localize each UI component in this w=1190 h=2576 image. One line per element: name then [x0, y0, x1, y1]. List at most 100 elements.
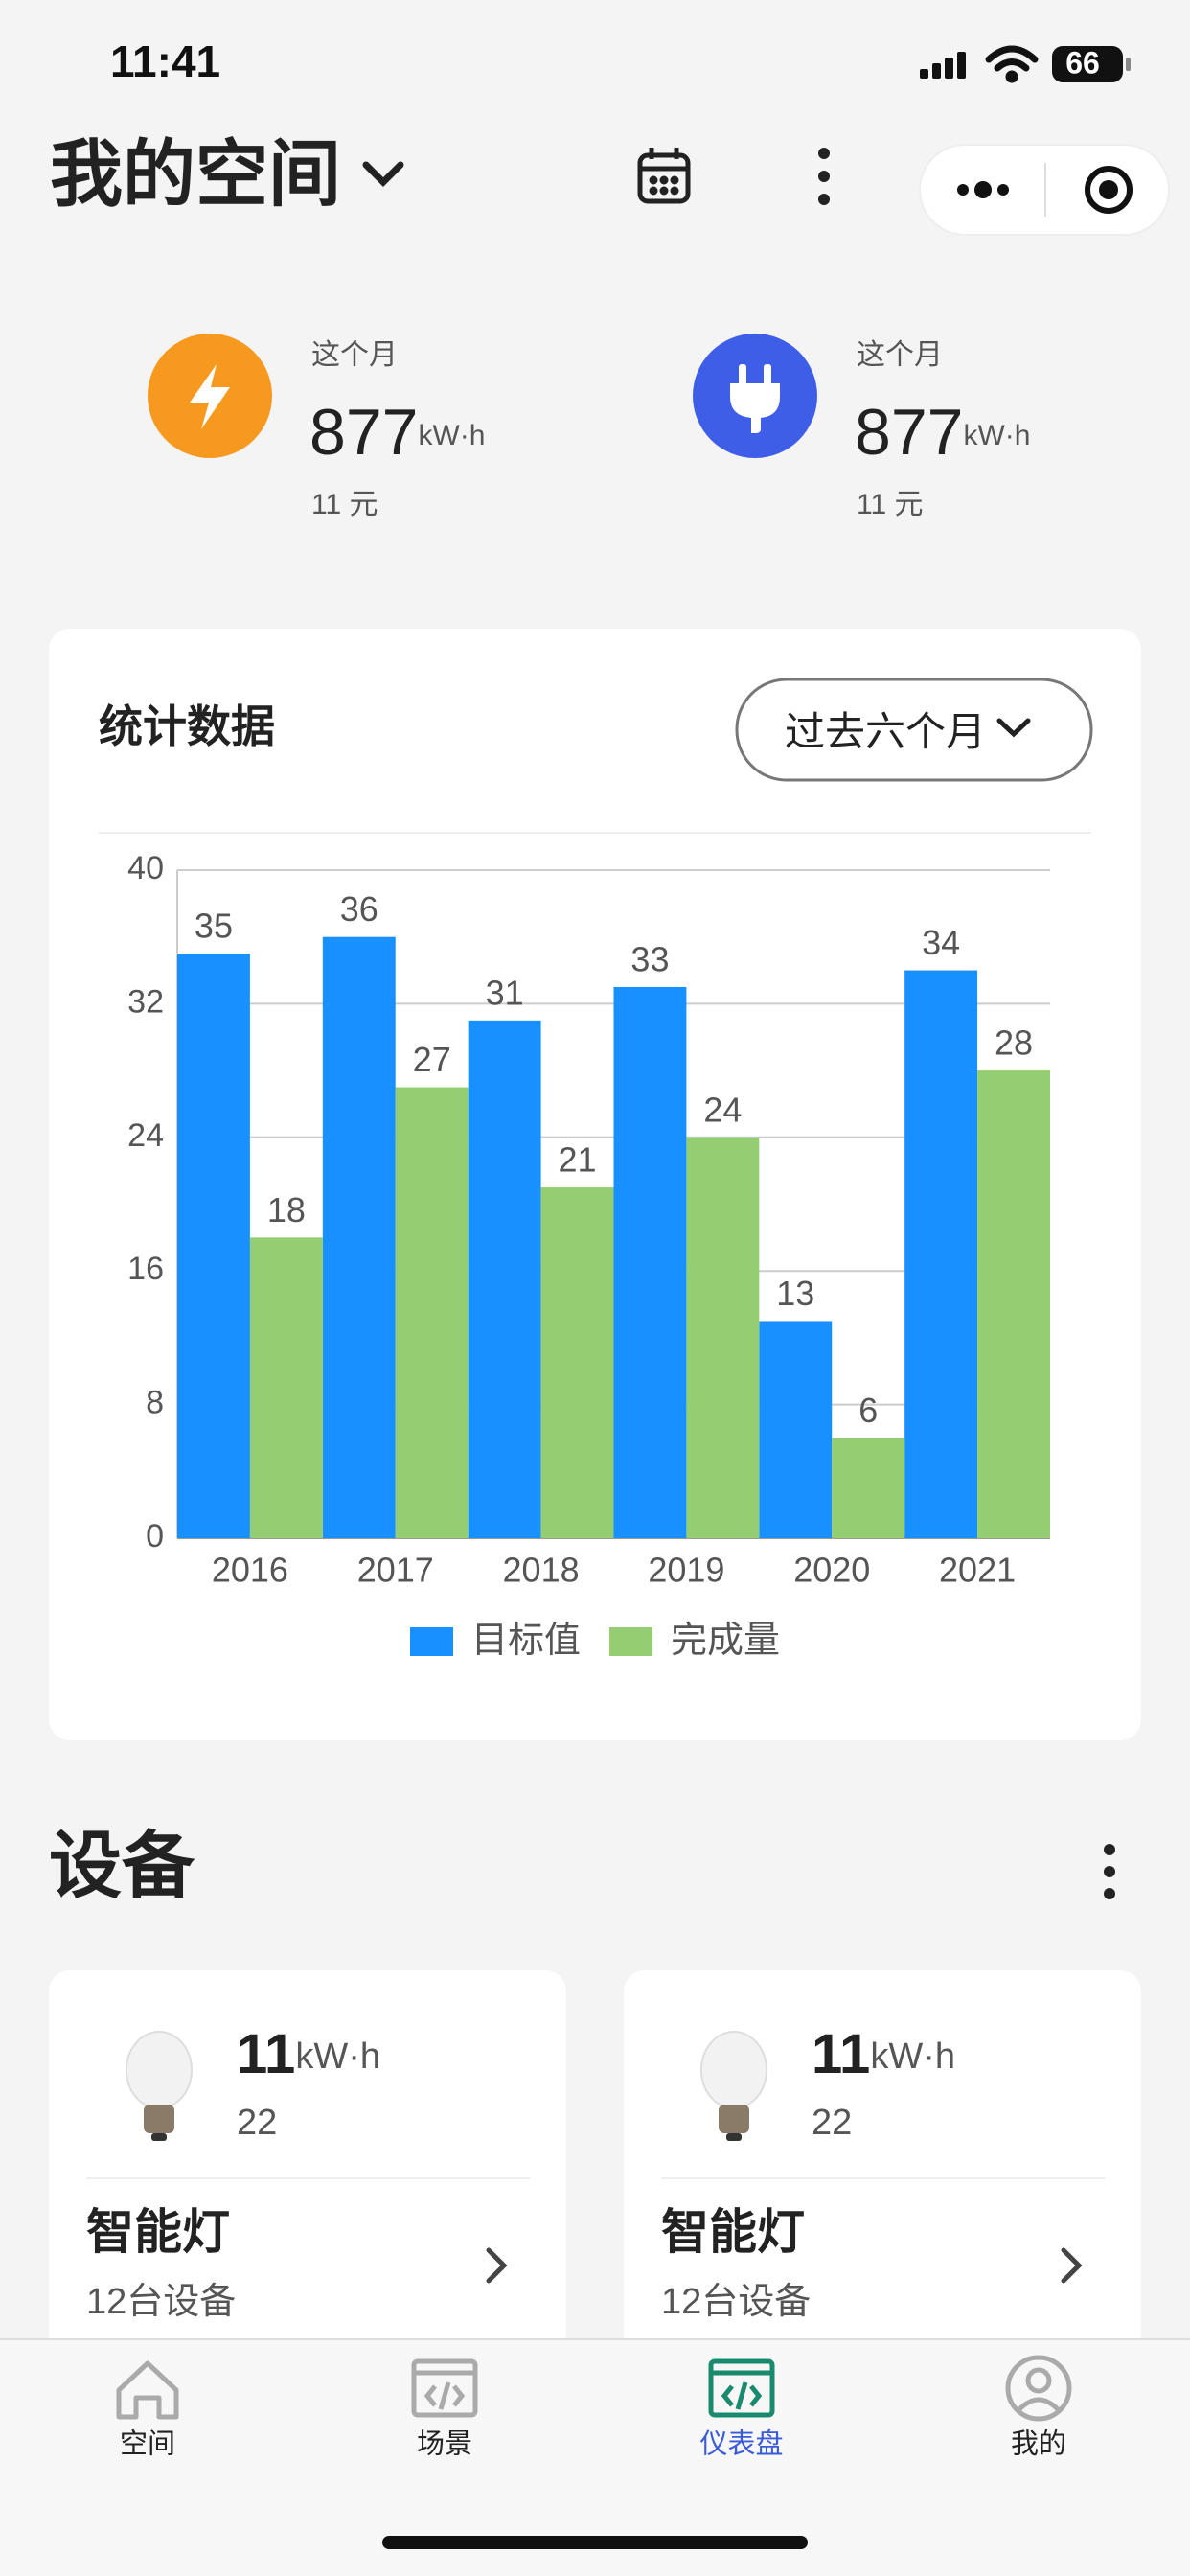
- bar: [613, 986, 687, 1538]
- bar: [249, 1237, 323, 1538]
- summary-number: 877: [855, 396, 963, 469]
- home-indicator: [382, 2536, 808, 2549]
- period-dropdown[interactable]: [735, 678, 1093, 782]
- wifi-icon: [985, 45, 1039, 83]
- x-tick-label: 2016: [212, 1551, 288, 1590]
- legend-swatch: [609, 1627, 652, 1656]
- bar: [540, 1187, 614, 1538]
- data-label: 21: [559, 1140, 597, 1180]
- device-name: 智能灯: [86, 2205, 230, 2259]
- summary-unit: kW·h: [418, 420, 485, 451]
- period-chevron[interactable]: [996, 718, 1031, 738]
- device-sub: 22: [237, 2103, 277, 2143]
- y-tick-label: 16: [127, 1251, 164, 1287]
- x-tick-label: 2019: [648, 1551, 724, 1590]
- calendar-icon[interactable]: [637, 148, 691, 204]
- battery-tip: [1126, 58, 1131, 71]
- summary-value: 877kW·h: [855, 396, 1030, 469]
- status-time: 11:41: [110, 36, 220, 86]
- bar: [468, 1020, 541, 1538]
- summary-number: 877: [309, 396, 418, 469]
- x-tick-label: 2020: [793, 1551, 870, 1590]
- bulb-icon: [126, 2031, 193, 2141]
- capsule-menu[interactable]: [957, 181, 1009, 198]
- bar: [977, 1070, 1050, 1538]
- device-unit: kW·h: [295, 2036, 380, 2077]
- data-label: 35: [195, 907, 233, 946]
- data-label: 34: [922, 923, 960, 962]
- bar: [177, 954, 250, 1538]
- devices-title: 设备: [49, 1826, 195, 1907]
- data-label: 6: [858, 1391, 878, 1430]
- summary-cost: 11 元: [857, 489, 923, 520]
- y-tick-label: 0: [146, 1518, 164, 1554]
- bulb-icon: [700, 2031, 767, 2141]
- tab-label-active[interactable]: 仪表盘: [699, 2428, 783, 2460]
- legend-swatch: [410, 1627, 453, 1656]
- device-energy: 11kW·h: [812, 2023, 955, 2085]
- y-tick-label: 24: [127, 1117, 164, 1154]
- bar: [759, 1321, 833, 1538]
- device-name: 智能灯: [661, 2205, 805, 2259]
- more-icon[interactable]: [818, 148, 830, 205]
- summary-unit: kW·h: [963, 420, 1030, 451]
- tab-icon-mine[interactable]: [1005, 2355, 1072, 2422]
- data-label: 24: [703, 1090, 742, 1129]
- chart: 0 8 16 24 32 40 2016 2017 2018 2019 2020 2021 35 36 31…: [127, 850, 1050, 1661]
- space-dropdown-icon[interactable]: [362, 161, 404, 187]
- x-tick-label: 2018: [503, 1551, 580, 1590]
- tab-label[interactable]: 我的: [1011, 2428, 1066, 2460]
- bar: [904, 970, 978, 1538]
- data-label: 28: [995, 1024, 1033, 1063]
- bar: [832, 1438, 905, 1538]
- data-label: 18: [267, 1190, 306, 1230]
- signal-icon: [920, 52, 966, 79]
- data-label: 36: [340, 889, 378, 929]
- battery: [1052, 46, 1123, 82]
- data-label: 27: [413, 1040, 451, 1079]
- device-count: 12台设备: [86, 2282, 236, 2322]
- tab-label[interactable]: 空间: [120, 2428, 175, 2460]
- bar: [395, 1087, 469, 1538]
- bar: [322, 936, 396, 1538]
- device-energy: 11kW·h: [237, 2023, 380, 2085]
- y-tick-label: 40: [127, 850, 164, 886]
- capsule-close[interactable]: [1085, 166, 1133, 214]
- y-tick-label: 8: [146, 1385, 164, 1421]
- device-sub: 22: [812, 2103, 852, 2143]
- device-card[interactable]: 11kW·h 22 智能灯 12台设备: [624, 1970, 1141, 2373]
- tab-icon-scene[interactable]: [411, 2358, 478, 2418]
- x-tick-label: 2021: [939, 1551, 1016, 1590]
- period-label[interactable]: 过去六个月: [785, 709, 986, 754]
- device-chevron: [1061, 2247, 1083, 2284]
- device-card[interactable]: 11kW·h 22 智能灯 12台设备: [49, 1970, 566, 2373]
- summary-label: 这个月: [311, 339, 398, 371]
- devices-more[interactable]: [1104, 1844, 1115, 1899]
- device-value: 11: [812, 2023, 870, 2085]
- bolt: [190, 364, 230, 429]
- plug: [730, 364, 780, 433]
- device-count: 12台设备: [661, 2282, 811, 2322]
- x-tick-label: 2017: [357, 1551, 434, 1590]
- tab-label[interactable]: 场景: [417, 2429, 472, 2460]
- summary-value: 877kW·h: [309, 396, 485, 469]
- tab-icon-dashboard[interactable]: [708, 2358, 775, 2418]
- device-value: 11: [237, 2023, 295, 2085]
- summary-cost: 11 元: [311, 489, 378, 520]
- device-unit: kW·h: [870, 2036, 955, 2077]
- space-title[interactable]: 我的空间: [50, 134, 341, 216]
- device-chevron: [486, 2247, 508, 2284]
- summary-label: 这个月: [857, 339, 943, 371]
- data-label: 33: [630, 939, 669, 978]
- legend-label: 完成量: [671, 1621, 780, 1661]
- y-tick-label: 32: [127, 983, 164, 1020]
- data-label: 13: [776, 1274, 814, 1313]
- legend-label: 目标值: [471, 1621, 581, 1661]
- chart-title: 统计数据: [99, 702, 275, 751]
- battery-level: 66: [1065, 45, 1100, 80]
- bar: [686, 1137, 760, 1538]
- data-label: 31: [486, 973, 524, 1012]
- tab-icon-space[interactable]: [116, 2360, 179, 2420]
